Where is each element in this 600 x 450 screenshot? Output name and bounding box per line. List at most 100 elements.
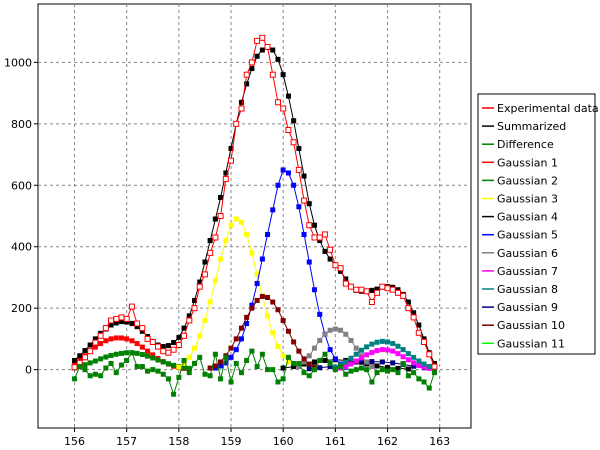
- data-point-difference: [72, 376, 78, 382]
- data-point-gaussian-5: [223, 360, 229, 366]
- data-point-gaussian-2: [82, 362, 88, 368]
- data-point-summarized: [223, 170, 229, 176]
- series-line-difference: [74, 349, 435, 396]
- data-point-experimental-data: [379, 283, 386, 290]
- data-point-gaussian-10: [285, 328, 291, 334]
- data-point-gaussian-5: [285, 170, 291, 176]
- legend-item-gaussian-6: Gaussian 6: [482, 247, 558, 260]
- legend-label: Gaussian 10: [497, 319, 565, 332]
- data-point-difference: [254, 364, 260, 370]
- data-point-experimental-data: [82, 354, 88, 361]
- legend-box: [477, 93, 596, 355]
- data-point-experimental-data: [332, 262, 339, 269]
- legend-label: Gaussian 4: [497, 211, 558, 224]
- data-point-summarized: [311, 222, 317, 228]
- y-tick-label: 1000: [4, 56, 32, 69]
- data-point-gaussian-7: [390, 348, 396, 354]
- data-point-difference: [145, 368, 151, 374]
- data-point-gaussian-1: [129, 338, 135, 344]
- data-point-summarized: [296, 145, 302, 151]
- data-point-gaussian-3: [192, 345, 198, 351]
- x-tick-label: 158: [168, 435, 189, 448]
- data-point-difference: [82, 367, 88, 373]
- data-point-experimental-data: [170, 346, 177, 353]
- data-point-difference: [233, 360, 239, 366]
- data-point-gaussian-1: [134, 341, 140, 347]
- data-point-difference: [327, 360, 333, 366]
- data-point-gaussian-5: [270, 207, 276, 213]
- data-point-difference: [317, 357, 323, 363]
- data-point-experimental-data: [102, 325, 109, 332]
- data-point-difference: [291, 360, 297, 366]
- data-point-experimental-data: [134, 320, 141, 327]
- data-point-gaussian-5: [296, 204, 302, 210]
- data-point-experimental-data: [254, 37, 261, 44]
- legend-item-difference: Difference: [482, 138, 554, 151]
- data-point-gaussian-1: [98, 341, 104, 347]
- data-point-difference: [207, 373, 213, 379]
- data-point-gaussian-2: [134, 350, 140, 356]
- data-point-difference: [379, 367, 385, 373]
- data-point-gaussian-6: [353, 345, 359, 351]
- legend-label: Gaussian 7: [497, 265, 558, 278]
- data-point-difference: [426, 385, 432, 391]
- data-point-gaussian-5: [275, 182, 281, 188]
- data-point-difference: [369, 379, 375, 385]
- data-point-gaussian-10: [291, 339, 297, 345]
- data-point-gaussian-1: [118, 335, 124, 341]
- y-tick-label: 800: [11, 118, 32, 131]
- data-point-summarized: [72, 357, 78, 363]
- data-point-experimental-data: [149, 339, 156, 345]
- data-point-gaussian-2: [155, 357, 161, 363]
- data-point-experimental-data: [348, 283, 354, 290]
- data-point-difference: [87, 373, 93, 379]
- data-point-experimental-data: [275, 99, 281, 106]
- data-point-difference: [98, 373, 104, 379]
- data-point-gaussian-2: [150, 355, 156, 361]
- data-point-difference: [155, 368, 161, 374]
- data-point-difference: [181, 357, 187, 363]
- data-point-experimental-data: [160, 348, 167, 355]
- data-point-gaussian-3: [218, 256, 224, 262]
- data-point-experimental-data: [421, 339, 427, 345]
- y-tick-label: 200: [11, 302, 32, 315]
- x-tick-label: 160: [273, 435, 294, 448]
- data-point-gaussian-1: [145, 348, 151, 354]
- data-point-gaussian-10: [249, 305, 255, 311]
- data-point-gaussian-5: [233, 347, 239, 353]
- data-point-gaussian-6: [322, 331, 328, 337]
- data-point-summarized: [176, 334, 182, 340]
- data-point-experimental-data: [410, 314, 417, 321]
- data-point-gaussian-8: [343, 359, 349, 365]
- data-point-experimental-data: [87, 348, 94, 355]
- data-point-gaussian-2: [113, 351, 119, 357]
- data-point-difference: [421, 379, 427, 385]
- data-point-experimental-data: [92, 339, 99, 346]
- data-point-difference: [301, 370, 307, 376]
- legend-label: Gaussian 3: [497, 193, 558, 206]
- data-point-difference: [118, 362, 124, 368]
- data-point-gaussian-7: [379, 347, 385, 353]
- data-point-experimental-data: [358, 286, 365, 293]
- data-point-gaussian-4: [374, 363, 380, 369]
- data-point-gaussian-7: [358, 355, 364, 361]
- data-point-gaussian-5: [280, 167, 286, 173]
- data-point-summarized: [238, 99, 244, 105]
- data-point-gaussian-7: [353, 358, 359, 364]
- data-point-experimental-data: [191, 305, 198, 312]
- data-point-gaussian-3: [207, 299, 213, 305]
- data-point-difference: [311, 367, 317, 373]
- legend-item-summarized: Summarized: [482, 120, 566, 133]
- data-point-gaussian-3: [265, 313, 271, 319]
- data-point-experimental-data: [186, 317, 193, 324]
- legend-item-gaussian-9: Gaussian 9: [482, 301, 558, 314]
- data-point-experimental-data: [280, 105, 287, 112]
- data-point-gaussian-9: [317, 365, 323, 371]
- legend-item-gaussian-3: Gaussian 3: [482, 193, 558, 206]
- data-point-gaussian-6: [332, 326, 338, 332]
- data-point-experimental-data: [155, 343, 161, 350]
- data-point-experimental-data: [259, 34, 266, 41]
- data-point-gaussian-3: [223, 238, 229, 244]
- data-point-gaussian-6: [311, 345, 317, 351]
- data-point-gaussian-2: [139, 352, 145, 358]
